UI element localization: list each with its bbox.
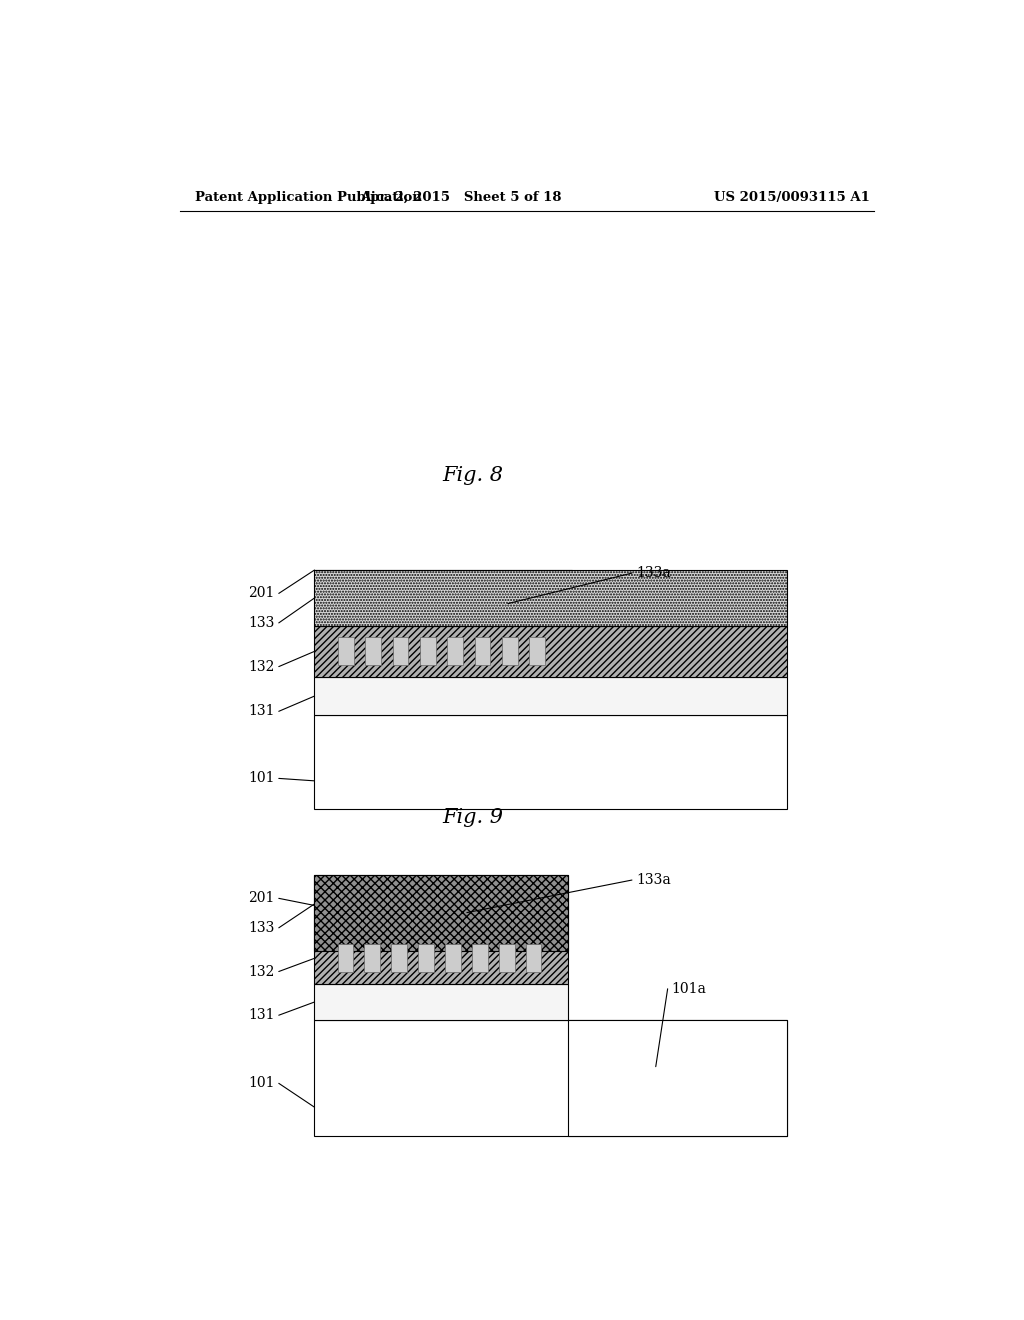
Text: US 2015/0093115 A1: US 2015/0093115 A1 bbox=[714, 190, 870, 203]
Bar bbox=[314, 677, 786, 715]
Text: 131: 131 bbox=[248, 705, 274, 718]
Text: Fig. 9: Fig. 9 bbox=[442, 808, 504, 826]
Text: 132: 132 bbox=[249, 660, 274, 673]
Bar bbox=[472, 944, 487, 973]
Bar bbox=[391, 944, 407, 973]
Text: 131: 131 bbox=[248, 1008, 274, 1022]
Bar bbox=[525, 944, 542, 973]
Text: Fig. 8: Fig. 8 bbox=[442, 466, 504, 484]
Bar bbox=[365, 944, 380, 973]
Bar bbox=[314, 875, 568, 952]
Bar bbox=[420, 638, 435, 665]
Text: Apr. 2, 2015   Sheet 5 of 18: Apr. 2, 2015 Sheet 5 of 18 bbox=[360, 190, 562, 203]
Bar bbox=[568, 1020, 786, 1137]
Bar bbox=[474, 638, 490, 665]
Bar bbox=[445, 944, 461, 973]
Bar bbox=[314, 933, 568, 983]
Text: 133: 133 bbox=[249, 616, 274, 630]
Bar bbox=[338, 638, 353, 665]
Text: 132: 132 bbox=[249, 965, 274, 978]
Text: Patent Application Publication: Patent Application Publication bbox=[196, 190, 422, 203]
Bar bbox=[529, 638, 545, 665]
Bar bbox=[392, 638, 409, 665]
Text: 101: 101 bbox=[248, 1076, 274, 1090]
Bar bbox=[314, 715, 786, 809]
Bar bbox=[314, 626, 786, 677]
Bar bbox=[314, 983, 568, 1020]
Text: 201: 201 bbox=[249, 586, 274, 601]
Text: 133a: 133a bbox=[636, 566, 671, 579]
Bar bbox=[366, 638, 381, 665]
Bar bbox=[338, 944, 353, 973]
Bar bbox=[418, 944, 434, 973]
Bar bbox=[502, 638, 518, 665]
Text: 201: 201 bbox=[249, 891, 274, 906]
Text: 133a: 133a bbox=[636, 873, 671, 887]
Text: 101a: 101a bbox=[672, 982, 707, 995]
Bar bbox=[447, 638, 463, 665]
Text: 133: 133 bbox=[249, 921, 274, 935]
Text: 101: 101 bbox=[248, 771, 274, 785]
Bar bbox=[314, 875, 568, 933]
Bar bbox=[314, 570, 786, 626]
Bar bbox=[314, 1020, 786, 1137]
Bar bbox=[499, 944, 515, 973]
